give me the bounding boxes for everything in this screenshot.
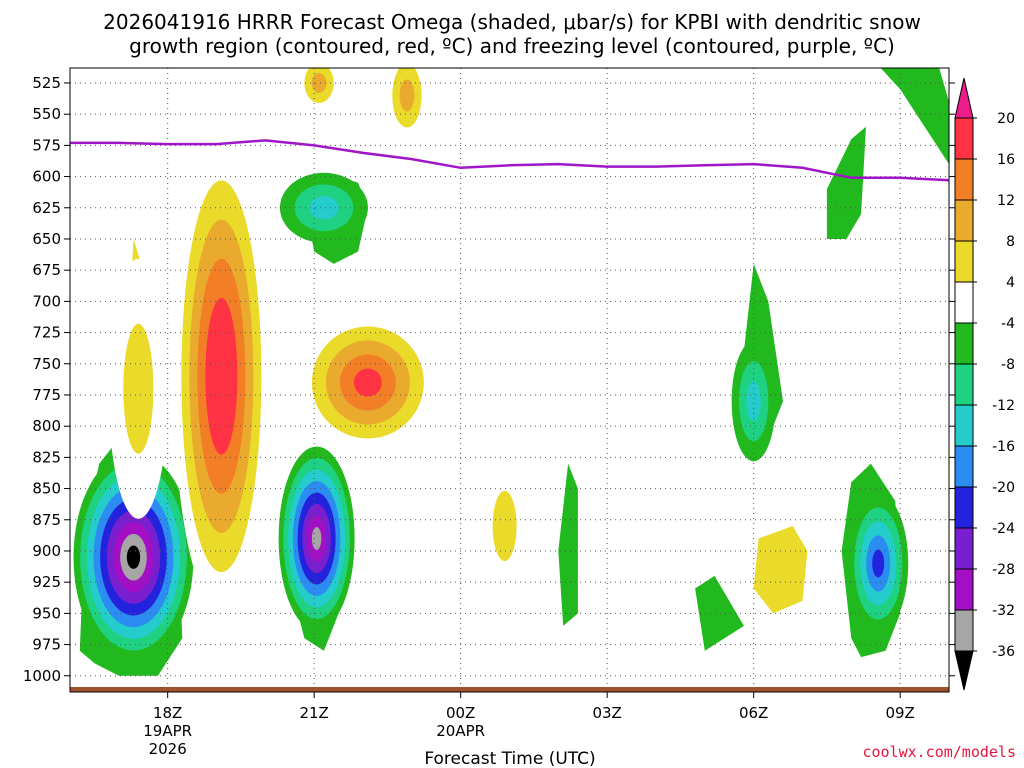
colorbar-top-arrow (954, 77, 974, 119)
colorbar-label-7: -12 (992, 398, 1015, 414)
colorbar-label-2: 12 (997, 193, 1015, 209)
y-tick-label-600: 600 (32, 168, 61, 186)
colorbar-swatch-4 (954, 281, 974, 324)
y-tick-label-675: 675 (32, 261, 61, 279)
x-tick-label-18-1: 19APR (143, 722, 192, 740)
colorbar-swatch-3 (954, 240, 974, 283)
colorbar-swatch-12 (954, 609, 974, 652)
y-tick-label-825: 825 (32, 448, 61, 466)
y-tick-label-650: 650 (32, 230, 61, 248)
colorbar-swatch-0 (954, 117, 974, 160)
ground-strip (70, 687, 949, 692)
colorbar-bottom-arrow (954, 650, 974, 691)
freezing-level-contour (70, 139, 949, 182)
x-axis-label: Forecast Time (UTC) (424, 749, 595, 768)
colorbar-swatch-2 (954, 199, 974, 242)
omega-region-10 (753, 526, 808, 614)
omega-region-19 (826, 126, 866, 239)
downdraft-core-08z-band-4 (872, 549, 885, 578)
colorbar-swatch-10 (954, 527, 974, 570)
omega-shading (73, 68, 949, 691)
x-tick-label-24-1: 20APR (436, 722, 485, 740)
colorbar-label-0: 20 (997, 111, 1015, 127)
y-tick-label-775: 775 (32, 386, 61, 404)
y-axis-ticks: 525 550 575 600 625 650 675 700 725 750 775 800 825 8… (23, 74, 955, 685)
downdraft-core-06z-band-2 (746, 381, 762, 422)
x-tick-label-18-2: 2026 (149, 740, 187, 758)
colorbar-label-13: -36 (992, 644, 1015, 660)
colorbar-swatch-8 (954, 445, 974, 488)
y-tick-label-925: 925 (32, 573, 61, 591)
y-tick-label-800: 800 (32, 417, 61, 435)
downdraft-core-21z-band-7 (311, 526, 322, 550)
colorbar-swatch-6 (954, 363, 974, 406)
colorbar-label-11: -28 (992, 562, 1015, 578)
y-tick-label-700: 700 (32, 292, 61, 310)
updraft-west-band-1 (123, 323, 154, 454)
colorbar-swatch-7 (954, 404, 974, 447)
y-tick-label-575: 575 (32, 136, 61, 154)
colorbar-label-8: -16 (992, 439, 1015, 455)
colorbar-label-3: 8 (1006, 234, 1015, 250)
colorbar-label-12: -32 (992, 603, 1015, 619)
updraft-00z-band-1 (492, 491, 517, 562)
colorbar-label-4: 4 (1006, 275, 1015, 291)
chart-title-line-1: 2026041916 HRRR Forecast Omega (shaded, … (103, 10, 921, 34)
y-tick-label-850: 850 (32, 480, 61, 498)
y-tick-label-900: 900 (32, 542, 61, 560)
colorbar-swatch-5 (954, 322, 974, 365)
x-tick-label-21-0: 21Z (299, 704, 328, 722)
omega-region-8 (685, 351, 715, 477)
colorbar-swatch-1 (954, 158, 974, 201)
y-tick-label-1000: 1000 (23, 667, 61, 685)
omega-region-11 (929, 363, 949, 526)
colorbar-label-6: -8 (1001, 357, 1015, 373)
colorbar-label-5: -4 (1001, 316, 1015, 332)
y-tick-label-750: 750 (32, 355, 61, 373)
grid-lines (70, 68, 949, 692)
downdraft-core-625-band-2 (309, 196, 339, 220)
omega-region-7 (651, 68, 735, 140)
updraft-top-21z-band-2 (311, 72, 327, 93)
updraft-core-22z-band-4 (353, 368, 382, 397)
y-tick-label-625: 625 (32, 199, 61, 217)
updraft-top-23z-band-2 (399, 79, 415, 112)
x-tick-label-24-0: 00Z (446, 704, 475, 722)
x-tick-label-18-0: 18Z (153, 704, 182, 722)
y-tick-label-875: 875 (32, 511, 61, 529)
plot-border (69, 67, 950, 693)
y-tick-label-550: 550 (32, 105, 61, 123)
updraft-column-band-5 (213, 337, 230, 416)
omega-region-20 (880, 68, 949, 165)
y-tick-label-950: 950 (32, 604, 61, 622)
x-tick-label-27-0: 03Z (592, 704, 621, 722)
colorbar-label-9: -20 (992, 480, 1015, 496)
downdraft-core-18z-band-8 (126, 545, 141, 569)
plot-area (70, 68, 949, 692)
credit-text: coolwx.com/models (862, 743, 1016, 761)
omega-region-15 (558, 463, 578, 626)
chart-title-line-2: growth region (contoured, red, ºC) and f… (129, 34, 895, 58)
omega-region-16 (695, 575, 744, 651)
colorbar-swatch-11 (954, 568, 974, 611)
y-tick-label-975: 975 (32, 636, 61, 654)
colorbar-label-1: 16 (997, 152, 1015, 168)
colorbar: 20 16 12 8 4 -4 -8 -12 -16 -20 -24 -28 -32 -36 (954, 77, 1015, 691)
x-tick-label-33-0: 09Z (885, 704, 914, 722)
y-tick-label-525: 525 (32, 74, 61, 92)
x-tick-label-30-0: 06Z (739, 704, 768, 722)
y-tick-label-725: 725 (32, 324, 61, 342)
colorbar-swatch-9 (954, 486, 974, 529)
colorbar-label-10: -24 (992, 521, 1015, 537)
